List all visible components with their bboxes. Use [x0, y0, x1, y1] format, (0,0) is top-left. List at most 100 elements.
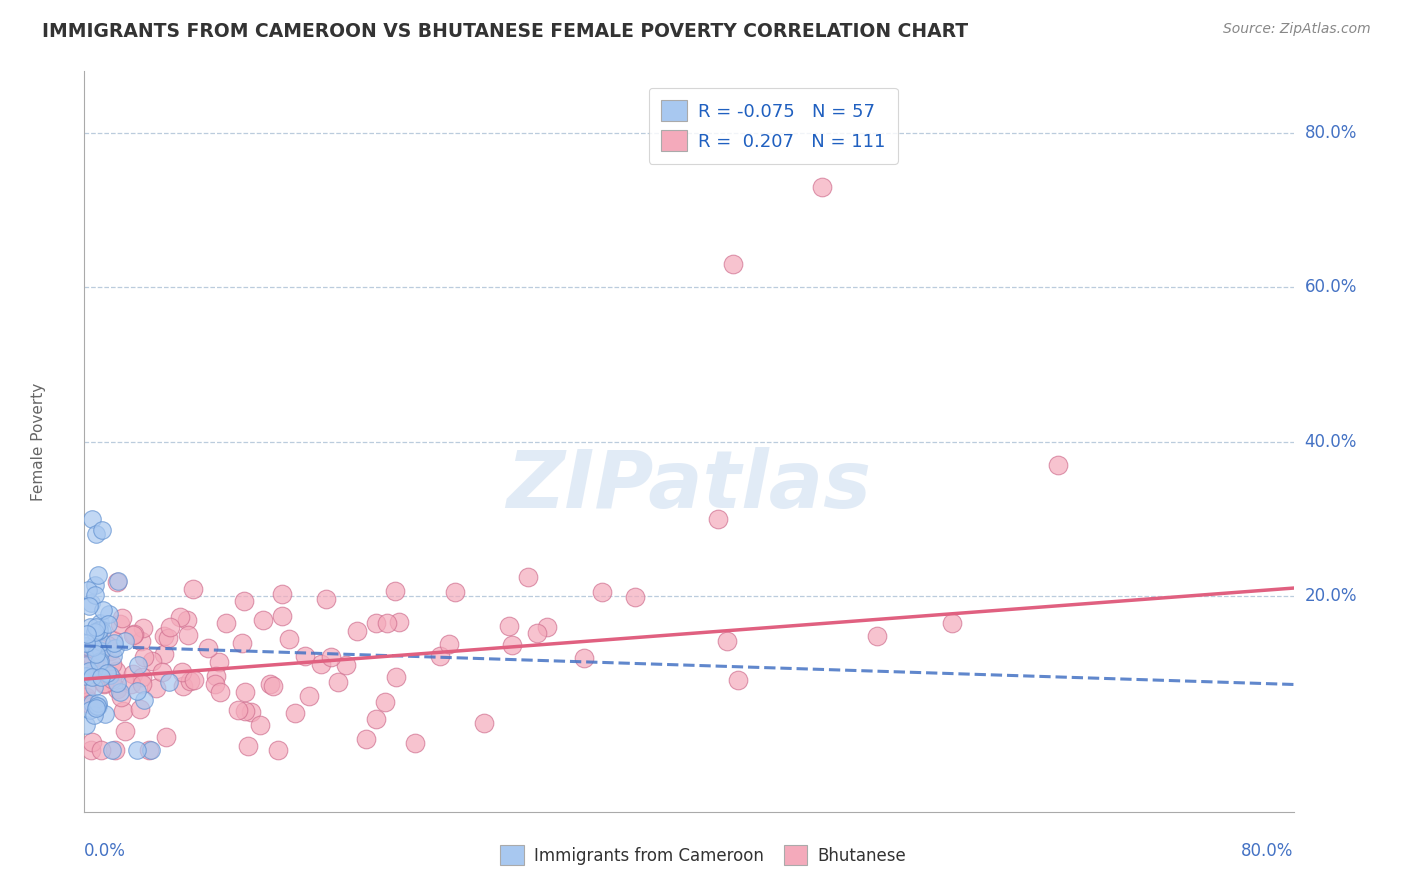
- Point: [727, 673, 749, 687]
- Point: [84, 701, 107, 715]
- Point: [84, 658, 107, 673]
- Point: [82, 640, 104, 654]
- Point: [366, 615, 388, 630]
- Point: [84, 527, 107, 541]
- Point: [239, 706, 262, 720]
- Point: [208, 655, 231, 669]
- Point: [110, 685, 132, 699]
- Point: [501, 638, 523, 652]
- Point: [82, 735, 104, 749]
- Point: [716, 634, 738, 648]
- Point: [101, 648, 124, 663]
- Point: [75, 690, 97, 705]
- Point: [80, 670, 103, 684]
- Point: [262, 679, 284, 693]
- Point: [86, 699, 108, 714]
- Point: [80, 649, 103, 664]
- Point: [75, 639, 97, 653]
- Point: [91, 523, 114, 537]
- Point: [86, 620, 108, 634]
- Point: [75, 682, 97, 697]
- Point: [87, 624, 110, 638]
- Point: [76, 627, 98, 641]
- Point: [374, 695, 396, 709]
- Point: [90, 670, 112, 684]
- Point: [114, 723, 136, 738]
- Point: [252, 613, 274, 627]
- Point: [208, 684, 231, 698]
- Point: [335, 658, 357, 673]
- Point: [233, 685, 256, 699]
- Point: [443, 584, 465, 599]
- Point: [129, 634, 152, 648]
- Point: [155, 731, 177, 745]
- Text: 0.0%: 0.0%: [84, 842, 127, 860]
- Point: [75, 658, 97, 673]
- Point: [139, 743, 162, 757]
- Point: [707, 511, 730, 525]
- Point: [105, 682, 128, 697]
- Point: [159, 620, 181, 634]
- Text: ZIPatlas: ZIPatlas: [506, 447, 872, 525]
- Point: [89, 615, 111, 630]
- Point: [294, 649, 316, 664]
- Point: [183, 673, 205, 688]
- Point: [83, 707, 105, 722]
- Text: Source: ZipAtlas.com: Source: ZipAtlas.com: [1223, 22, 1371, 37]
- Point: [179, 673, 201, 688]
- Point: [131, 676, 153, 690]
- Point: [267, 743, 290, 757]
- Point: [132, 693, 155, 707]
- Point: [101, 633, 124, 648]
- Point: [107, 574, 129, 589]
- Point: [90, 644, 112, 658]
- Point: [110, 690, 132, 704]
- Point: [205, 668, 228, 682]
- Point: [346, 624, 368, 639]
- Point: [104, 743, 127, 757]
- Point: [356, 731, 378, 746]
- Point: [132, 621, 155, 635]
- Point: [105, 664, 128, 678]
- Point: [86, 568, 108, 582]
- Point: [101, 657, 124, 671]
- Point: [536, 620, 558, 634]
- Point: [176, 614, 198, 628]
- Point: [79, 697, 101, 711]
- Point: [93, 676, 115, 690]
- Point: [387, 615, 409, 630]
- Point: [214, 616, 236, 631]
- Point: [84, 578, 107, 592]
- Point: [498, 619, 520, 633]
- Point: [404, 736, 426, 750]
- Point: [284, 706, 307, 720]
- Point: [75, 669, 97, 683]
- Text: Female Poverty: Female Poverty: [31, 383, 46, 500]
- Point: [270, 587, 292, 601]
- Point: [96, 665, 118, 680]
- Point: [309, 657, 332, 671]
- Point: [77, 599, 100, 614]
- Point: [197, 641, 219, 656]
- Point: [384, 583, 406, 598]
- Text: 40.0%: 40.0%: [1305, 433, 1357, 450]
- Point: [298, 689, 321, 703]
- Point: [472, 716, 495, 731]
- Point: [122, 628, 145, 642]
- Point: [572, 651, 595, 665]
- Text: 20.0%: 20.0%: [1305, 587, 1357, 605]
- Point: [80, 597, 103, 611]
- Point: [98, 668, 121, 682]
- Point: [80, 697, 103, 711]
- Point: [77, 694, 100, 708]
- Point: [181, 582, 204, 597]
- Point: [152, 648, 174, 662]
- Point: [97, 607, 120, 621]
- Legend: Immigrants from Cameroon, Bhutanese: Immigrants from Cameroon, Bhutanese: [492, 837, 914, 873]
- Point: [231, 636, 253, 650]
- Point: [517, 570, 540, 584]
- Point: [76, 582, 98, 597]
- Point: [90, 743, 112, 757]
- Point: [233, 704, 256, 718]
- Point: [86, 668, 108, 682]
